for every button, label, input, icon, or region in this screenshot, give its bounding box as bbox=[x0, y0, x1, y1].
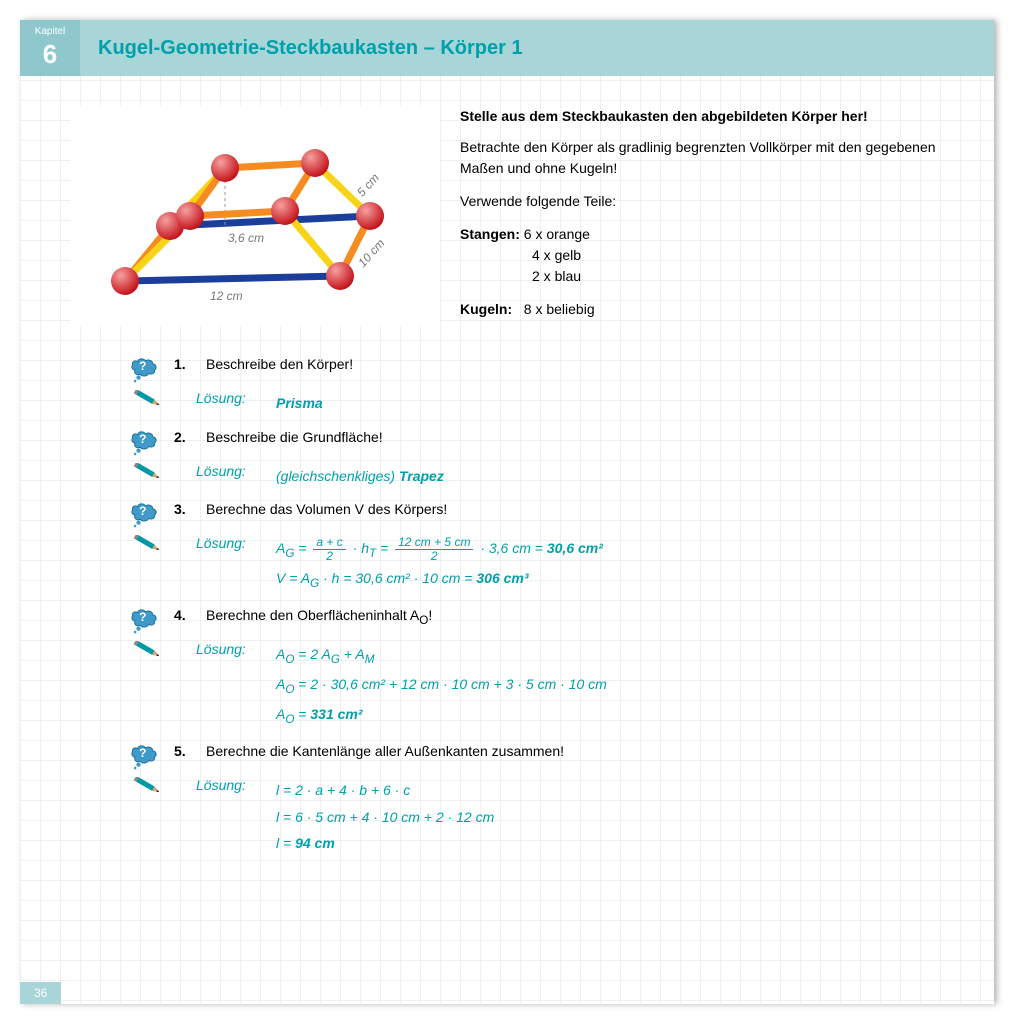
question-number: 3. bbox=[174, 501, 196, 517]
pencil-icon bbox=[130, 463, 164, 483]
solution-body: l = 2 · a + 4 · b + 6 · cl = 6 · 5 cm + … bbox=[276, 777, 494, 857]
pencil-icon bbox=[130, 535, 164, 555]
page-title: Kugel-Geometrie-Steckbaukasten – Körper … bbox=[98, 37, 523, 60]
instructions-para2: Verwende folgende Teile: bbox=[460, 191, 944, 212]
question-cloud-icon: ? bbox=[130, 501, 164, 529]
solution-row: Lösung: (gleichschenkliges) Trapez bbox=[70, 463, 944, 490]
question-number: 5. bbox=[174, 743, 196, 759]
question-row: ? 4. Berechne den Oberflächeninhalt AO! bbox=[70, 607, 944, 635]
chapter-box: Kapitel 6 bbox=[20, 20, 80, 76]
content: 5 cm 3,6 cm 10 cm 12 cm Stelle aus dem S… bbox=[20, 76, 994, 889]
question-text: Berechne das Volumen V des Körpers! bbox=[206, 501, 944, 517]
question-row: ? 5. Berechne die Kantenlänge aller Auße… bbox=[70, 743, 944, 771]
svg-text:?: ? bbox=[139, 504, 146, 518]
solution-row: Lösung: Prisma bbox=[70, 390, 944, 417]
page-number: 36 bbox=[20, 982, 61, 1004]
pencil-icon bbox=[130, 777, 164, 797]
solution-label: Lösung: bbox=[196, 390, 266, 406]
question-cloud-icon: ? bbox=[130, 356, 164, 384]
worksheet-page: Kapitel 6 Kugel-Geometrie-Steckbaukasten… bbox=[20, 20, 994, 1004]
svg-text:?: ? bbox=[139, 432, 146, 446]
question-text: Berechne die Kantenlänge aller Außenkant… bbox=[206, 743, 944, 759]
solution-label: Lösung: bbox=[196, 641, 266, 657]
instructions-title: Stelle aus dem Steckbaukasten den abgebi… bbox=[460, 106, 944, 127]
question-number: 1. bbox=[174, 356, 196, 372]
svg-text:?: ? bbox=[139, 746, 146, 760]
solution-row: Lösung: AO = 2 AG + AMAO = 2 · 30,6 cm² … bbox=[70, 641, 944, 731]
solution-body: Prisma bbox=[276, 390, 323, 417]
solution-label: Lösung: bbox=[196, 463, 266, 479]
question-text: Beschreibe die Grundfläche! bbox=[206, 429, 944, 445]
parts-stangen-3: 2 x blau bbox=[532, 266, 944, 287]
parts-kugeln: Kugeln: 8 x beliebig bbox=[460, 299, 944, 320]
questions-list: ? 1. Beschreibe den Körper! Lösung: Pris… bbox=[70, 356, 944, 857]
dim-height: 3,6 cm bbox=[228, 231, 264, 245]
question-cloud-icon: ? bbox=[130, 429, 164, 457]
question-number: 4. bbox=[174, 607, 196, 623]
geometry-diagram: 5 cm 3,6 cm 10 cm 12 cm bbox=[70, 106, 440, 326]
question-cloud-icon: ? bbox=[130, 743, 164, 771]
question-number: 2. bbox=[174, 429, 196, 445]
question-text: Beschreibe den Körper! bbox=[206, 356, 944, 372]
question-text: Berechne den Oberflächeninhalt AO! bbox=[206, 607, 944, 627]
chapter-label: Kapitel bbox=[35, 26, 66, 37]
chapter-number: 6 bbox=[43, 39, 57, 70]
question-row: ? 2. Beschreibe die Grundfläche! bbox=[70, 429, 944, 457]
top-row: 5 cm 3,6 cm 10 cm 12 cm Stelle aus dem S… bbox=[70, 106, 944, 326]
solution-body: AG = a + c2 · hT = 12 cm + 5 cm2 · 3,6 c… bbox=[276, 535, 603, 595]
instructions: Stelle aus dem Steckbaukasten den abgebi… bbox=[460, 106, 944, 326]
question-row: ? 3. Berechne das Volumen V des Körpers! bbox=[70, 501, 944, 529]
solution-body: (gleichschenkliges) Trapez bbox=[276, 463, 444, 490]
question-cloud-icon: ? bbox=[130, 607, 164, 635]
parts-stangen: Stangen: 6 x orange bbox=[460, 224, 944, 245]
solution-label: Lösung: bbox=[196, 535, 266, 551]
pencil-icon bbox=[130, 641, 164, 661]
svg-text:?: ? bbox=[139, 610, 146, 624]
solution-row: Lösung: l = 2 · a + 4 · b + 6 · cl = 6 ·… bbox=[70, 777, 944, 857]
header-bar: Kapitel 6 Kugel-Geometrie-Steckbaukasten… bbox=[20, 20, 994, 76]
dim-base: 12 cm bbox=[210, 289, 243, 303]
pencil-icon bbox=[130, 390, 164, 410]
solution-label: Lösung: bbox=[196, 777, 266, 793]
question-row: ? 1. Beschreibe den Körper! bbox=[70, 356, 944, 384]
solution-row: Lösung: AG = a + c2 · hT = 12 cm + 5 cm2… bbox=[70, 535, 944, 595]
solution-body: AO = 2 AG + AMAO = 2 · 30,6 cm² + 12 cm … bbox=[276, 641, 607, 731]
parts-stangen-2: 4 x gelb bbox=[532, 245, 944, 266]
instructions-para1: Betrachte den Körper als gradlinig begre… bbox=[460, 137, 944, 179]
svg-text:?: ? bbox=[139, 359, 146, 373]
